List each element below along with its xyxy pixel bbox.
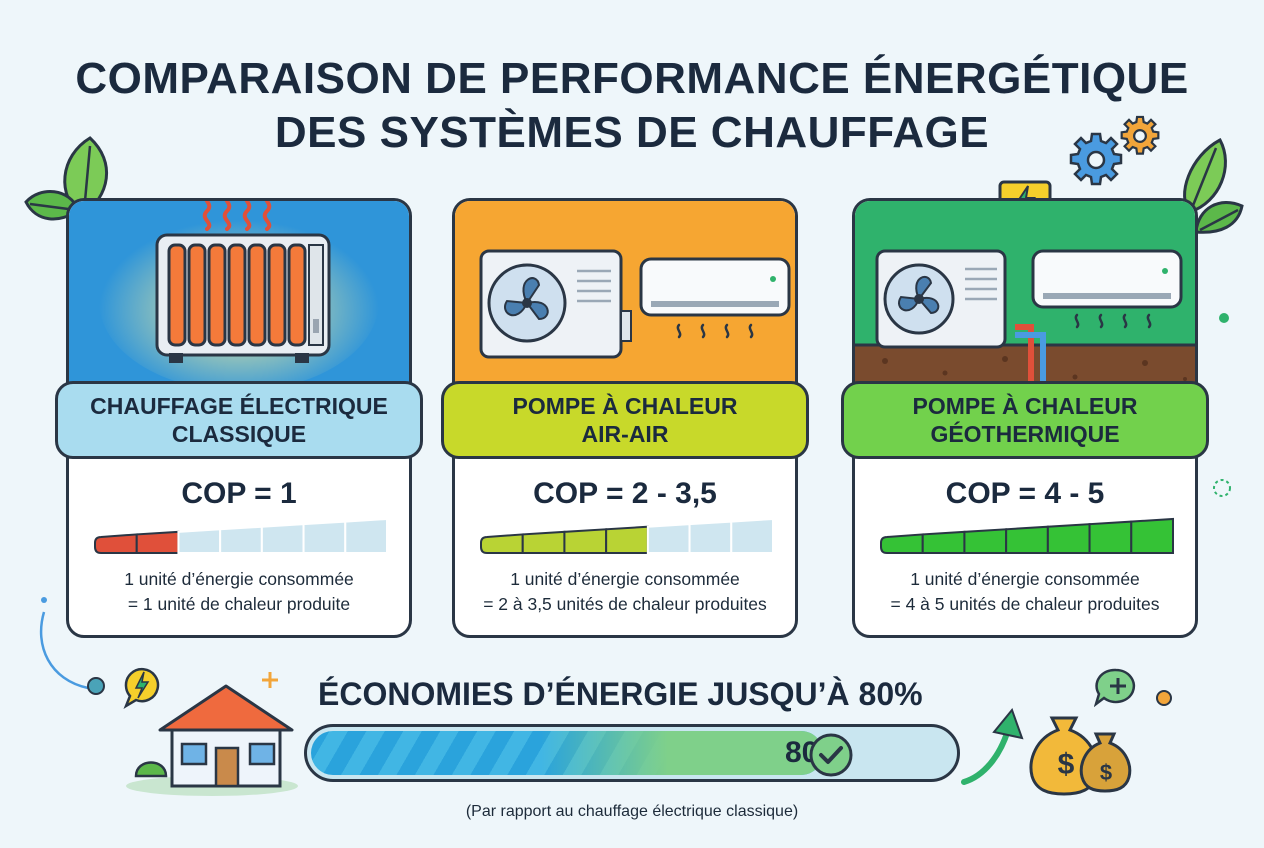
- house-icon: [123, 667, 298, 796]
- air-heat-pump-scene: [455, 201, 795, 389]
- geothermal-heat-pump-scene: [855, 201, 1195, 389]
- meter-segment: [646, 523, 691, 554]
- description-line-1: 1 unité d’énergie consommée: [510, 569, 740, 589]
- plus-icon: [1094, 668, 1136, 708]
- savings-percent-label: 80%: [307, 727, 957, 779]
- meter-segment: [921, 530, 966, 554]
- savings-progress-fill: [311, 731, 823, 775]
- radiator-icon: [99, 201, 379, 389]
- card-title-banner: CHAUFFAGE ÉLECTRIQUE CLASSIQUE: [55, 381, 423, 459]
- card-title-line-2: AIR-AIR: [581, 421, 669, 447]
- description-line-1: 1 unité d’énergie consommée: [124, 569, 354, 589]
- gear-icon: [1120, 115, 1160, 155]
- card-title-banner: POMPE À CHALEUR AIR-AIR: [441, 381, 809, 459]
- money-bag-icon: $ $: [1029, 716, 1132, 796]
- meter-segment: [730, 517, 774, 554]
- description-line-2: = 4 à 5 unités de chaleur produites: [890, 594, 1160, 614]
- meter-segment: [135, 530, 180, 554]
- geothermal-pump-icon: [855, 249, 1195, 389]
- card-title-line-1: POMPE À CHALEUR: [512, 393, 738, 419]
- gear-icon: [1069, 132, 1123, 186]
- meter-segment: [177, 528, 222, 554]
- meter-segment: [302, 520, 347, 554]
- card-title-line-1: CHAUFFAGE ÉLECTRIQUE: [90, 393, 388, 419]
- decorative-dots: [1156, 313, 1231, 706]
- card-title-line-2: GÉOTHERMIQUE: [930, 421, 1120, 447]
- description-line-2: = 1 unité de chaleur produite: [127, 594, 351, 614]
- decorative-curve: [39, 597, 105, 695]
- electric-heater-scene: [69, 201, 409, 389]
- svg-text:$: $: [1058, 748, 1075, 781]
- meter-segment: [880, 533, 924, 554]
- cop-description: 1 unité d’énergie consommée = 2 à 3,5 un…: [455, 567, 795, 617]
- meter-segment: [1088, 520, 1133, 554]
- arrow-up-icon: [961, 707, 1024, 785]
- meter-segment: [563, 528, 608, 554]
- meter-segment: [94, 533, 138, 554]
- meter-segment: [480, 533, 524, 554]
- savings-footnote: (Par rapport au chauffage électrique cla…: [465, 803, 799, 820]
- meter-segment: [219, 525, 263, 554]
- meter-segment: [688, 520, 733, 554]
- card-geothermal-heat-pump: POMPE À CHALEUR GÉOTHERMIQUE COP = 4 - 5…: [841, 198, 1209, 638]
- meter-segment: [260, 523, 305, 554]
- svg-text:$: $: [1100, 760, 1112, 785]
- title-line-1: COMPARAISON DE PERFORMANCE ÉNERGÉTIQUE: [75, 54, 1189, 103]
- heat-pump-icon: [479, 249, 791, 359]
- cop-value: COP = 4 - 5: [945, 477, 1105, 510]
- description-line-1: 1 unité d’énergie consommée: [910, 569, 1140, 589]
- cop-description: 1 unité d’énergie consommée = 1 unité de…: [69, 567, 409, 617]
- leaf-icon: [24, 136, 109, 221]
- description-line-2: = 2 à 3,5 unités de chaleur produites: [483, 594, 767, 614]
- meter-segment: [344, 517, 388, 554]
- card-electric-heating: CHAUFFAGE ÉLECTRIQUE CLASSIQUE COP = 1 1…: [55, 198, 423, 638]
- meter-segment: [1005, 525, 1049, 554]
- cop-description: 1 unité d’énergie consommée = 4 à 5 unit…: [855, 567, 1195, 617]
- savings-progress-bar: 80%: [304, 724, 960, 782]
- performance-meter: [480, 517, 774, 554]
- card-title-line-2: CLASSIQUE: [171, 421, 307, 447]
- meter-segment: [963, 528, 1008, 554]
- meter-segment: [1046, 523, 1091, 554]
- meter-segment: [1130, 517, 1174, 554]
- cop-value: COP = 1: [181, 477, 297, 510]
- meter-segment: [605, 525, 649, 554]
- title-line-2: DES SYSTÈMES DE CHAUFFAGE: [274, 108, 990, 157]
- performance-meter: [880, 517, 1174, 554]
- performance-meter: [94, 517, 388, 554]
- page-title: COMPARAISON DE PERFORMANCE ÉNERGÉTIQUE D…: [0, 52, 1264, 160]
- meter-segment: [521, 530, 566, 554]
- card-title-banner: POMPE À CHALEUR GÉOTHERMIQUE: [841, 381, 1209, 459]
- card-air-heat-pump: POMPE À CHALEUR AIR-AIR COP = 2 - 3,5 1 …: [441, 198, 809, 638]
- check-icon: [809, 733, 853, 777]
- cop-value: COP = 2 - 3,5: [533, 477, 717, 510]
- savings-title: ÉCONOMIES D’ÉNERGIE JUSQU’À 80%: [318, 676, 923, 712]
- card-title-line-1: POMPE À CHALEUR: [912, 393, 1138, 419]
